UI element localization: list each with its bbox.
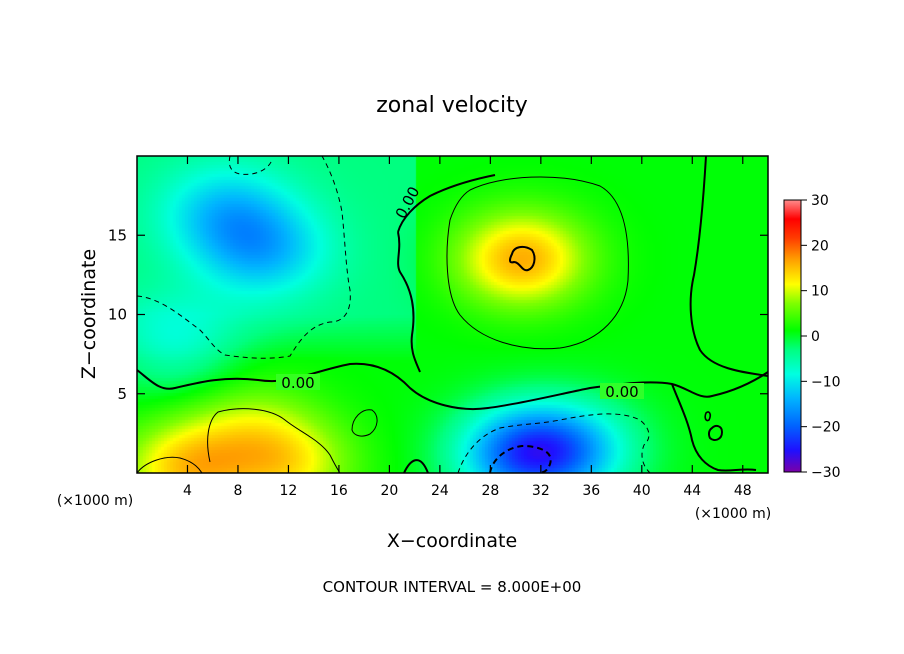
colorbar-ticks: 30 20 10 0 −10 −20 −30 (801, 193, 841, 481)
x-tick-label: 8 (233, 483, 242, 499)
contour-lines (137, 156, 768, 473)
contour-minus8-lower (457, 413, 651, 473)
x-tick-label: 32 (532, 483, 550, 499)
contour-plus8-small (351, 409, 378, 437)
colorbar-tick-label: 20 (811, 238, 829, 254)
x-tick-label: 40 (633, 483, 651, 499)
contour-label: 0.00 (281, 374, 314, 392)
contour-plus8-blob (446, 176, 629, 350)
x-unit-left: (×1000 m) (57, 493, 133, 509)
contour-zero-bottom-right (671, 383, 757, 472)
x-tick-label: 48 (734, 483, 752, 499)
x-tick-label: 28 (481, 483, 499, 499)
x-tick-label: 44 (683, 483, 701, 499)
contour-zero-small-2 (704, 411, 712, 422)
y-tick-label: 15 (108, 226, 127, 244)
x-tick-label: 4 (183, 483, 192, 499)
colorbar-tick-label: 10 (811, 284, 829, 300)
contour-interval-note: CONTOUR INTERVAL = 8.000E+00 (323, 578, 582, 596)
x-tick-label: 36 (582, 483, 600, 499)
x-tick-label: 16 (330, 483, 348, 499)
y-axis-label: Z−coordinate (78, 249, 100, 379)
x-tick-label: 12 (280, 483, 298, 499)
contour-zero-middle (397, 231, 421, 373)
contour-zero-bottom-mid (403, 459, 429, 473)
contour-zero-small (707, 424, 724, 441)
chart-title: zonal velocity (376, 93, 528, 118)
x-tick-label: 24 (431, 483, 449, 499)
x-unit-right: (×1000 m) (695, 506, 771, 522)
heatmap-field (137, 156, 768, 473)
colorbar-tick-label: −10 (811, 374, 841, 390)
y-axis: 5 10 15 (108, 226, 768, 403)
contour-plus8-corner (137, 456, 203, 473)
x-axis-label: X−coordinate (387, 530, 517, 552)
colorbar-tick-label: 0 (811, 329, 820, 345)
x-tick-label: 20 (380, 483, 398, 499)
contour-minus8-upper (137, 156, 351, 359)
contour-plus16 (509, 245, 536, 272)
contour-minus16 (489, 444, 552, 473)
colorbar-tick-label: −30 (811, 465, 841, 481)
colorbar-tick-label: −20 (811, 420, 841, 436)
y-tick-label: 10 (108, 306, 127, 324)
y-tick-label: 5 (117, 385, 127, 403)
contour-zero-upper (397, 174, 496, 233)
colorbar (783, 199, 802, 473)
colorbar-tick-label: 30 (811, 193, 829, 209)
contour-label: 0.00 (605, 383, 638, 401)
x-axis: 4 8 12 16 20 24 28 32 36 40 44 48 (183, 156, 752, 499)
contour-zero-lower (137, 362, 768, 410)
contour-plus8-bottom-left (207, 408, 341, 473)
contour-zero-right (689, 156, 768, 377)
